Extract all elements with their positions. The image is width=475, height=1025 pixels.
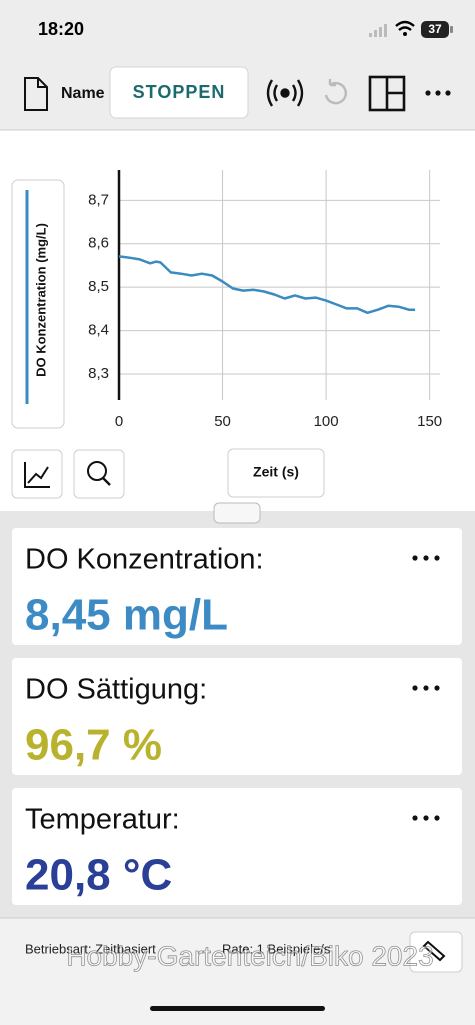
readout-label: Temperatur: <box>25 804 180 836</box>
file-icon[interactable] <box>24 77 48 111</box>
readout-menu-dot <box>434 685 440 691</box>
readout-value: 8,45 mg/L <box>25 591 228 640</box>
signal <box>369 24 387 37</box>
zoom-icon[interactable] <box>87 461 107 481</box>
graph-tools-icon[interactable] <box>24 462 50 488</box>
resize-handle[interactable] <box>213 502 261 524</box>
readout-menu-dot <box>423 685 429 691</box>
layout-icon[interactable] <box>368 75 406 112</box>
readout-menu-dot <box>434 815 440 821</box>
clock: 18:20 <box>38 19 84 39</box>
readout-menu-dot <box>423 815 429 821</box>
x-label-button[interactable] <box>227 448 325 498</box>
x-tick-label: 0 <box>115 413 123 430</box>
y-axis-label[interactable]: DO Konzentration (mg/L) <box>33 223 48 377</box>
data-line <box>118 255 416 315</box>
mode-text: Betriebsart: Zeitbasiert <box>25 941 156 956</box>
x-tick-label: 50 <box>214 413 231 430</box>
readout-menu-dot <box>423 555 429 561</box>
more-icon[interactable] <box>425 90 451 96</box>
y-label-box[interactable] <box>11 179 65 429</box>
stop-button[interactable] <box>109 66 249 119</box>
y-tick-label: 8,4 <box>88 322 109 339</box>
readouts: DO Konzentration: 8,45 mg/L DO Sättigung: 9… <box>12 528 462 905</box>
x-axis-label[interactable]: Zeit (s) <box>253 464 299 480</box>
battery <box>421 21 449 38</box>
undo-icon[interactable] <box>324 79 347 105</box>
stop-button-label[interactable]: STOPPEN <box>133 82 226 102</box>
readout-menu-dot <box>412 815 418 821</box>
file-name[interactable]: Name <box>61 85 105 102</box>
x-tick-label: 100 <box>314 413 339 430</box>
readout-value: 96,7 % <box>25 721 162 770</box>
readout-menu-dot <box>412 685 418 691</box>
x-tick-label: 150 <box>417 413 442 430</box>
readout-value: 20,8 °C <box>25 851 172 900</box>
chart: DO Konzentration (mg/L) 8,3 8,4 8,5 8,6 8,7 0… <box>11 170 442 430</box>
y-tick-label: 8,7 <box>88 191 109 208</box>
readout-label: DO Konzentration: <box>25 544 264 576</box>
rate-text: Rate: 1 Beispiele/s <box>222 941 331 956</box>
zoom-handle <box>102 477 111 486</box>
y-tick-label: 8,5 <box>88 278 109 295</box>
y-tick-label: 8,3 <box>88 365 109 382</box>
battery-tip <box>450 26 453 33</box>
wifi-dot <box>403 32 407 36</box>
zoom-button[interactable] <box>73 449 125 499</box>
watermark: Hobby-Gartenteich/Biko 2023 <box>66 940 433 971</box>
readout-card <box>12 658 462 775</box>
live-icon[interactable] <box>266 79 304 107</box>
readout-card <box>12 528 462 645</box>
readout-menu-dot <box>434 555 440 561</box>
readout-menu-dot <box>412 555 418 561</box>
readout-label: DO Sättigung: <box>25 674 207 706</box>
y-tick-label: 8,6 <box>88 235 109 252</box>
readout-card <box>12 788 462 905</box>
sensor-button[interactable] <box>409 931 463 973</box>
battery-level: 37 <box>428 22 442 36</box>
wifi-icon <box>395 20 415 31</box>
home-indicator <box>150 1006 325 1011</box>
sensor-icon[interactable] <box>422 940 446 962</box>
